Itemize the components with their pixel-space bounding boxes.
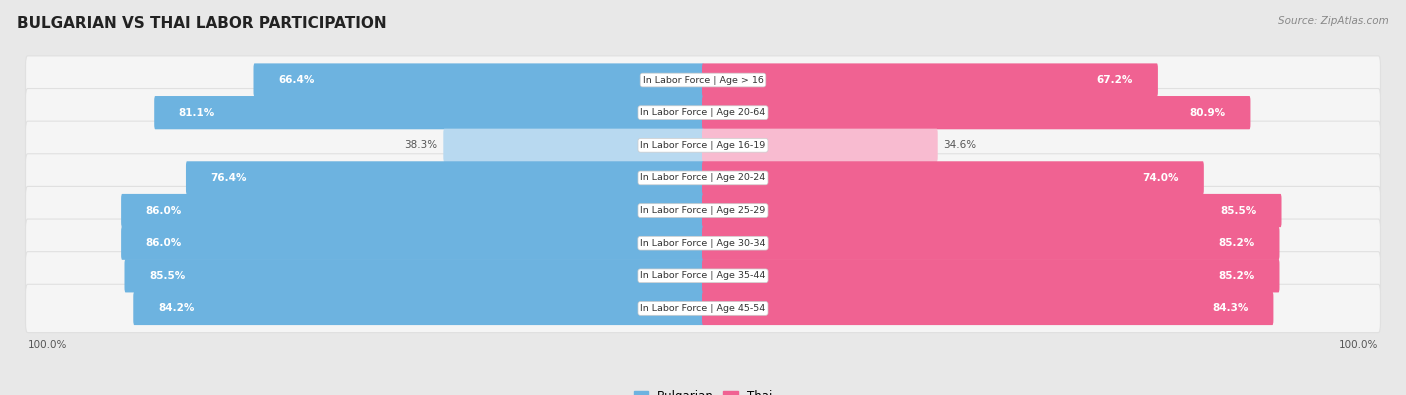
FancyBboxPatch shape [25, 284, 1381, 333]
FancyBboxPatch shape [121, 227, 704, 260]
Text: 100.0%: 100.0% [1339, 340, 1378, 350]
FancyBboxPatch shape [702, 259, 1279, 292]
Text: 85.5%: 85.5% [1220, 205, 1257, 216]
FancyBboxPatch shape [25, 88, 1381, 137]
FancyBboxPatch shape [25, 186, 1381, 235]
Text: 84.3%: 84.3% [1212, 303, 1249, 314]
Legend: Bulgarian, Thai: Bulgarian, Thai [628, 385, 778, 395]
Text: 74.0%: 74.0% [1143, 173, 1180, 183]
Text: In Labor Force | Age 25-29: In Labor Force | Age 25-29 [640, 206, 766, 215]
FancyBboxPatch shape [25, 121, 1381, 169]
Text: 34.6%: 34.6% [943, 140, 977, 150]
Text: In Labor Force | Age 45-54: In Labor Force | Age 45-54 [640, 304, 766, 313]
FancyBboxPatch shape [702, 96, 1250, 129]
FancyBboxPatch shape [25, 252, 1381, 300]
FancyBboxPatch shape [121, 194, 704, 227]
FancyBboxPatch shape [253, 63, 704, 97]
Text: 85.5%: 85.5% [149, 271, 186, 281]
Text: 81.1%: 81.1% [179, 108, 215, 118]
Text: In Labor Force | Age 35-44: In Labor Force | Age 35-44 [640, 271, 766, 280]
FancyBboxPatch shape [443, 129, 704, 162]
Text: In Labor Force | Age 20-24: In Labor Force | Age 20-24 [640, 173, 766, 182]
FancyBboxPatch shape [25, 56, 1381, 104]
FancyBboxPatch shape [702, 63, 1159, 97]
Text: 86.0%: 86.0% [146, 238, 181, 248]
FancyBboxPatch shape [25, 154, 1381, 202]
FancyBboxPatch shape [702, 129, 938, 162]
FancyBboxPatch shape [702, 161, 1204, 195]
FancyBboxPatch shape [702, 194, 1281, 227]
FancyBboxPatch shape [186, 161, 704, 195]
Text: 86.0%: 86.0% [146, 205, 181, 216]
Text: In Labor Force | Age 20-64: In Labor Force | Age 20-64 [640, 108, 766, 117]
Text: 67.2%: 67.2% [1097, 75, 1133, 85]
FancyBboxPatch shape [134, 292, 704, 325]
Text: 85.2%: 85.2% [1219, 271, 1254, 281]
Text: 76.4%: 76.4% [211, 173, 247, 183]
Text: 84.2%: 84.2% [157, 303, 194, 314]
Text: In Labor Force | Age 30-34: In Labor Force | Age 30-34 [640, 239, 766, 248]
FancyBboxPatch shape [702, 227, 1279, 260]
Text: 85.2%: 85.2% [1219, 238, 1254, 248]
Text: In Labor Force | Age > 16: In Labor Force | Age > 16 [643, 75, 763, 85]
FancyBboxPatch shape [125, 259, 704, 292]
Text: In Labor Force | Age 16-19: In Labor Force | Age 16-19 [640, 141, 766, 150]
Text: 66.4%: 66.4% [278, 75, 315, 85]
Text: BULGARIAN VS THAI LABOR PARTICIPATION: BULGARIAN VS THAI LABOR PARTICIPATION [17, 16, 387, 31]
FancyBboxPatch shape [25, 219, 1381, 267]
Text: 38.3%: 38.3% [405, 140, 437, 150]
Text: 80.9%: 80.9% [1189, 108, 1226, 118]
Text: 100.0%: 100.0% [28, 340, 67, 350]
FancyBboxPatch shape [155, 96, 704, 129]
Text: Source: ZipAtlas.com: Source: ZipAtlas.com [1278, 16, 1389, 26]
FancyBboxPatch shape [702, 292, 1274, 325]
